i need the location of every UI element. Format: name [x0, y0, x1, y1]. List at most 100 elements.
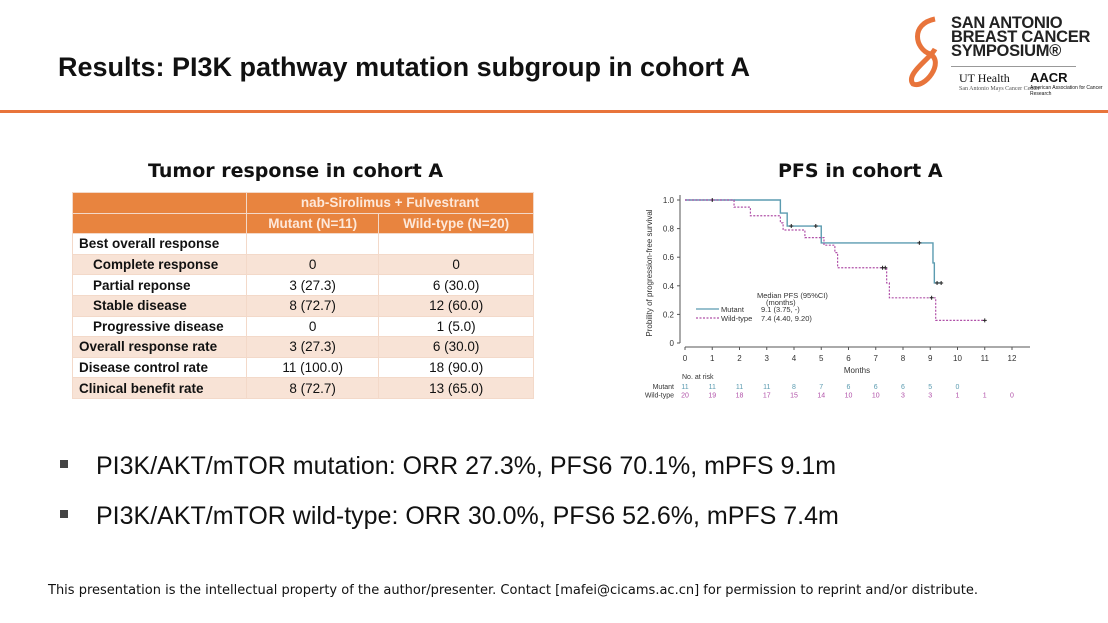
at-risk-count: 11 — [736, 384, 743, 391]
row-label: Partial reponse — [72, 274, 247, 296]
x-tick-label: 11 — [981, 354, 990, 363]
at-risk-count: 1 — [983, 393, 987, 400]
legend-title: Median PFS (95%CI) — [757, 291, 828, 300]
x-axis-label: Months — [844, 366, 870, 375]
col-mutant: Mutant (N=11) — [245, 212, 380, 235]
x-tick-label: 10 — [953, 354, 962, 363]
table-row: Complete response 0 0 — [72, 253, 534, 276]
at-risk-count: 6 — [847, 384, 851, 391]
bullet-text: PI3K/AKT/mTOR mutation: ORR 27.3%, PFS6 … — [96, 452, 837, 480]
logo-line3: SYMPOSIUM® — [951, 42, 1062, 60]
ut-health-logo: UT Health San Antonio Mays Cancer Center — [959, 71, 1040, 92]
censor-mark — [982, 318, 987, 323]
at-risk-count: 17 — [763, 393, 771, 400]
wildtype-value — [378, 233, 534, 255]
legend-label: Wild-type — [721, 314, 752, 323]
mutant-value — [245, 233, 380, 255]
risk-row-label: Mutant — [653, 384, 674, 391]
bullet-wildtype: PI3K/AKT/mTOR wild-type: ORR 30.0%, PFS6… — [60, 502, 839, 531]
sabcs-logo: SAN ANTONIO BREAST CANCER SYMPOSIUM® UT He… — [905, 14, 1105, 109]
at-risk-count: 18 — [736, 393, 744, 400]
group-header: nab-Sirolimus + Fulvestrant — [246, 192, 534, 214]
table-row: Partial reponse 3 (27.3) 6 (30.0) — [72, 274, 534, 296]
legend-median: 7.4 (4.40, 9.20) — [761, 314, 812, 323]
logo-line2: BREAST CANCER — [951, 28, 1091, 46]
risk-row-label: Wild-type — [645, 393, 674, 400]
bullet-icon — [60, 510, 68, 519]
y-tick-label: 1.0 — [663, 196, 675, 205]
censor-mark — [917, 240, 922, 245]
row-label: Disease control rate — [72, 356, 247, 379]
row-label: Best overall response — [72, 233, 247, 255]
ut-text: UT Health — [959, 71, 1010, 85]
at-risk-count: 6 — [901, 384, 905, 391]
legend-label: Mutant — [721, 305, 745, 314]
row-label: Overall response rate — [72, 336, 247, 358]
x-tick-label: 2 — [737, 354, 742, 363]
legend-median: 9.1 (3.75, -) — [761, 305, 800, 314]
aacr-logo: AACR American Association for Cancer Rese… — [1030, 70, 1105, 97]
response-table: nab-Sirolimus + Fulvestrant Mutant (N=11… — [72, 192, 534, 399]
wildtype-value: 13 (65.0) — [378, 377, 534, 399]
censor-mark — [789, 224, 794, 229]
at-risk-count: 5 — [928, 384, 932, 391]
at-risk-count: 0 — [1010, 393, 1014, 400]
at-risk-count: 10 — [845, 393, 853, 400]
plot-title: PFS in cohort A — [778, 160, 943, 182]
ut-sub: San Antonio Mays Cancer Center — [959, 86, 1040, 92]
at-risk-count: 11 — [763, 384, 770, 391]
at-risk-count: 14 — [817, 393, 825, 400]
table-row: Stable disease 8 (72.7) 12 (60.0) — [72, 294, 534, 317]
wildtype-value: 18 (90.0) — [378, 356, 534, 379]
mutant-value: 3 (27.3) — [245, 336, 380, 358]
slide-title: Results: PI3K pathway mutation subgroup … — [58, 52, 751, 82]
footer-disclaimer: This presentation is the intellectual pr… — [48, 583, 979, 598]
aacr-sub: American Association for Cancer Research — [1030, 85, 1103, 97]
table-row: Clinical benefit rate 8 (72.7) 13 (65.0) — [72, 377, 534, 399]
logo-line1: SAN ANTONIO — [951, 14, 1063, 32]
at-risk-count: 20 — [681, 393, 689, 400]
km-curve-wild-type — [685, 199, 985, 322]
wildtype-value: 6 (30.0) — [378, 274, 534, 296]
row-label: Stable disease — [72, 294, 247, 317]
row-label: Complete response — [72, 253, 247, 276]
at-risk-count: 11 — [681, 384, 688, 391]
bullet-mutation: PI3K/AKT/mTOR mutation: ORR 27.3%, PFS6 … — [60, 452, 836, 481]
censor-mark — [939, 280, 944, 285]
table-row: Progressive disease 0 1 (5.0) — [72, 315, 534, 338]
at-risk-count: 1 — [956, 393, 960, 400]
col-wildtype: Wild-type (N=20) — [378, 212, 534, 235]
row-label: Progressive disease — [72, 315, 247, 338]
x-tick-label: 5 — [819, 354, 824, 363]
x-tick-label: 3 — [765, 354, 770, 363]
wildtype-value: 12 (60.0) — [378, 294, 534, 317]
y-tick-label: 0.4 — [663, 282, 675, 291]
mutant-value: 8 (72.7) — [245, 377, 380, 399]
at-risk-count: 3 — [928, 393, 932, 400]
x-tick-label: 0 — [683, 354, 688, 363]
at-risk-count: 15 — [790, 393, 798, 400]
at-risk-count: 3 — [901, 393, 905, 400]
at-risk-count: 10 — [872, 393, 880, 400]
censor-mark — [935, 280, 940, 285]
wildtype-value: 1 (5.0) — [378, 315, 534, 338]
mutant-value: 11 (100.0) — [245, 356, 380, 379]
x-tick-label: 7 — [874, 354, 879, 363]
wildtype-value: 6 (30.0) — [378, 336, 534, 358]
mutant-value: 3 (27.3) — [245, 274, 380, 296]
logo-divider — [951, 66, 1076, 67]
y-tick-label: 0 — [670, 339, 675, 348]
y-tick-label: 0.6 — [663, 253, 675, 262]
censor-mark — [813, 224, 818, 229]
table-row: Disease control rate 11 (100.0) 18 (90.0) — [72, 356, 534, 379]
at-risk-count: 6 — [874, 384, 878, 391]
y-axis-label: Probility of progression-free survival — [645, 209, 654, 336]
header-divider — [0, 110, 1108, 113]
x-tick-label: 8 — [901, 354, 906, 363]
at-risk-count: 7 — [819, 384, 823, 391]
at-risk-count: 19 — [708, 393, 716, 400]
row-label: Clinical benefit rate — [72, 377, 247, 399]
mutant-value: 0 — [245, 253, 380, 276]
table-title: Tumor response in cohort A — [148, 160, 444, 182]
x-tick-label: 12 — [1008, 354, 1017, 363]
